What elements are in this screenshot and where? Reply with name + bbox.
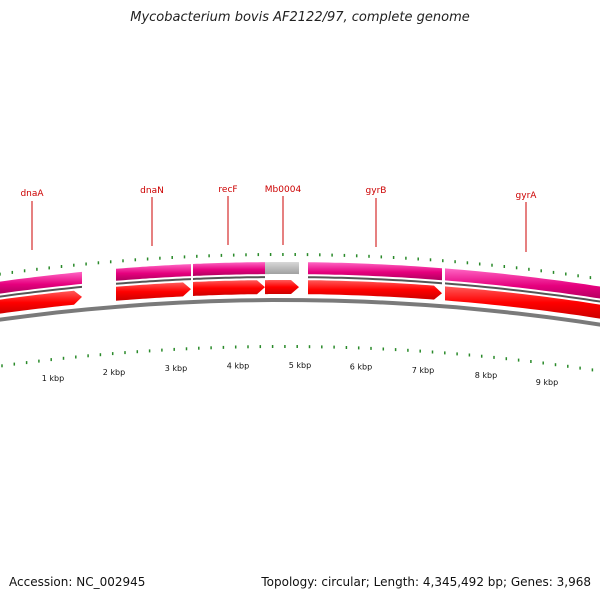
label-layer: 1 kbp 2 kbp 3 kbp 4 kbp 5 kbp 6 kbp 7 kbp 8 kbp… — [20, 185, 558, 387]
gene-arrow-gyrb — [308, 280, 442, 300]
cds-band-mb0004 — [265, 262, 299, 275]
axis-tick-label: 7 kbp — [412, 366, 434, 375]
genome-backbone — [0, 298, 600, 327]
gene-label-gyrb[interactable]: gyrB — [366, 186, 387, 196]
summary-text: Topology: circular; Length: 4,345,492 bp… — [261, 575, 591, 589]
axis-tick-label: 9 kbp — [536, 378, 558, 387]
gene-label-recf[interactable]: recF — [218, 185, 237, 195]
map-title: Mycobacterium bovis AF2122/97, complete … — [130, 10, 470, 25]
axis-tick-label: 2 kbp — [103, 368, 125, 377]
axis-tick-label: 5 kbp — [289, 361, 311, 370]
gene-arrow-dnan — [116, 282, 191, 301]
gene-arrow-mb0004 — [265, 280, 299, 295]
cds-band-edge — [116, 278, 191, 285]
cds-band-gyra — [445, 268, 600, 299]
cds-band-dnaa — [0, 271, 82, 294]
gene-label-mb0004[interactable]: Mb0004 — [265, 185, 302, 195]
axis-tick-label: 6 kbp — [350, 363, 372, 372]
cds-band-edge — [193, 276, 265, 280]
cds-band-edge — [445, 282, 600, 303]
axis-tick-label: 1 kbp — [42, 374, 64, 383]
cds-layer — [0, 262, 600, 303]
arrow-layer — [0, 280, 600, 319]
backbone-layer — [0, 298, 600, 327]
cds-band-dnan — [116, 264, 191, 281]
cds-band-gyrb — [308, 262, 442, 281]
gene-label-gyra[interactable]: gyrA — [516, 191, 538, 201]
cds-band-edge — [0, 285, 82, 298]
accession-text: Accession: NC_002945 — [9, 575, 146, 589]
axis-tick-label: 3 kbp — [165, 364, 187, 373]
gene-arrow-dnaa — [0, 290, 82, 314]
cds-band-edge — [308, 276, 442, 285]
tick-layer — [0, 253, 594, 372]
cds-band-recf — [193, 262, 265, 276]
axis-tick-label: 8 kbp — [475, 371, 497, 380]
gene-arrow-recf — [193, 280, 265, 296]
gene-arrow-gyra — [445, 286, 600, 319]
axis-tick-label: 4 kbp — [227, 362, 249, 371]
gene-label-dnan[interactable]: dnaN — [140, 186, 164, 196]
gene-label-dnaa[interactable]: dnaA — [20, 189, 44, 199]
